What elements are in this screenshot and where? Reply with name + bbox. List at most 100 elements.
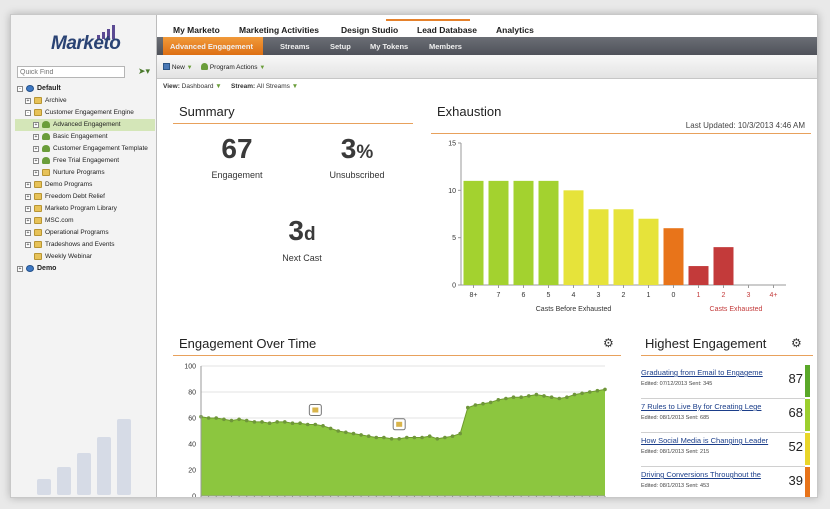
bar [488,180,509,285]
subtab-advanced-engagement[interactable]: Advanced Engagement [170,42,253,51]
tree-node[interactable]: + Customer Engagement Template [15,143,155,155]
tree-node[interactable]: + Basic Engagement [15,131,155,143]
expand-icon[interactable]: + [25,230,31,236]
expand-icon[interactable]: + [25,206,31,212]
email-title-link[interactable]: Graduating from Email to Engageme [641,368,763,377]
program-actions-icon [201,63,208,70]
data-point [267,421,272,425]
collapse-icon[interactable]: - [25,110,31,116]
expand-icon[interactable]: + [33,158,39,164]
data-point [481,401,485,406]
y-tick-label: 0 [192,494,196,499]
tab-design-studio[interactable]: Design Studio [341,25,399,35]
tree-node[interactable]: + Free Trial Engagement [15,155,155,167]
folder-icon [34,205,42,212]
data-point [549,395,554,399]
engagement-over-time-chart: 0 20 40 60 80 100 [184,364,607,499]
email-title-link[interactable]: Driving Conversions Throughout the [641,470,761,479]
expand-icon[interactable]: + [25,194,31,200]
data-point [374,435,379,440]
exhaustion-title: Exhaustion [437,104,502,119]
new-button[interactable]: New ▼ [163,63,193,71]
subtab-members[interactable]: Members [429,42,462,51]
tree-node[interactable]: + MSC.com [15,215,155,227]
tree-node[interactable]: + Demo Programs [15,179,155,191]
data-point [527,394,531,398]
data-point [260,420,264,424]
view-selector[interactable]: View: Dashboard ▼ [163,83,222,90]
list-item: Driving Conversions Throughout the Edited… [641,467,811,497]
tab-marketing-activities[interactable]: Marketing Activities [239,25,319,35]
folder-icon [34,109,42,116]
program-actions-button[interactable]: Program Actions ▼ [201,63,265,71]
data-point [382,435,386,440]
data-point [328,426,333,431]
subtab-setup[interactable]: Setup [330,42,351,51]
data-point [473,403,478,407]
engagement-score: 39 [788,473,803,488]
stream-selector[interactable]: Stream: All Streams ▼ [231,83,298,90]
tree-node-label: Customer Engagement Engine [45,109,134,116]
expand-icon[interactable]: + [25,242,31,248]
collapse-icon[interactable]: - [17,86,23,92]
data-point [466,405,470,410]
program-icon [42,157,50,164]
tree-node-label: Advanced Engagement [53,121,121,128]
expand-icon[interactable]: + [33,146,39,152]
tree-node[interactable]: + Nurture Programs [15,167,155,179]
expand-icon[interactable]: + [33,122,39,128]
summary-title: Summary [179,104,235,119]
email-title-link[interactable]: How Social Media is Changing Leader [641,436,769,445]
tree-node[interactable]: Weekly Webinar [15,251,155,263]
engagement-value: 67 [221,133,253,164]
dashboard: Summary 67 Engagement 3% Unsubscribed 3d… [157,93,817,499]
tab-analytics[interactable]: Analytics [496,25,534,35]
email-meta: Edited: 07/12/2013 Sent: 345 [641,381,713,387]
tree-node[interactable]: + Advanced Engagement [15,119,155,131]
tree-node-label: Tradeshows and Events [45,241,115,248]
email-meta: Edited: 08/1/2013 Sent: 453 [641,483,710,489]
expand-icon[interactable]: + [25,182,31,188]
new-button-label: New [171,64,185,71]
y-tick-label: 10 [448,188,456,195]
tree-node-label: Operational Programs [45,229,109,236]
stream-value: All Streams [256,83,290,90]
expand-icon[interactable]: + [25,98,31,104]
filter-dropdown-icon[interactable]: ➤▾ [138,66,151,76]
tree-node[interactable]: + Operational Programs [15,227,155,239]
tab-my-marketo[interactable]: My Marketo [173,25,220,35]
expand-icon[interactable]: + [33,170,39,176]
expand-icon[interactable]: + [25,218,31,224]
gear-icon[interactable]: ⚙ [791,336,802,350]
x-tick-label: 8+ [470,292,478,299]
tree-node[interactable]: + Freedom Debt Relief [15,191,155,203]
view-label: View: [163,83,180,90]
tree-node[interactable]: + Marketo Program Library [15,203,155,215]
email-title-link[interactable]: 7 Rules to Live By for Creating Lege [641,402,762,411]
subtab-my-tokens[interactable]: My Tokens [370,42,409,51]
view-bar: View: Dashboard ▼ Stream: All Streams ▼ [157,79,817,93]
tree-node[interactable]: - Customer Engagement Engine [15,107,155,119]
tree-node[interactable]: - Default [15,83,155,95]
tree-node[interactable]: + Demo [15,263,155,275]
score-color-bar [805,467,810,497]
data-point [588,390,592,394]
x-tick-label: 5 [547,292,551,299]
tab-lead-database[interactable]: Lead Database [417,25,477,35]
highest-engagement-divider [641,355,813,356]
bar [688,266,709,285]
gear-icon[interactable]: ⚙ [603,336,614,350]
quick-find-input[interactable] [17,66,125,78]
data-point [214,416,218,420]
data-point [313,422,318,427]
tree-node[interactable]: + Tradeshows and Events [15,239,155,251]
subtab-streams[interactable]: Streams [280,42,310,51]
x-axis-label: Casts Before Exhausted [536,306,612,313]
x-tick-label: 2 [722,292,726,299]
expand-icon[interactable]: + [17,266,23,272]
tree-node[interactable]: + Archive [15,95,155,107]
data-point [504,396,508,401]
expand-icon[interactable]: + [33,134,39,140]
y-tick-label: 5 [452,235,456,242]
x-tick-label: 2 [622,292,626,299]
